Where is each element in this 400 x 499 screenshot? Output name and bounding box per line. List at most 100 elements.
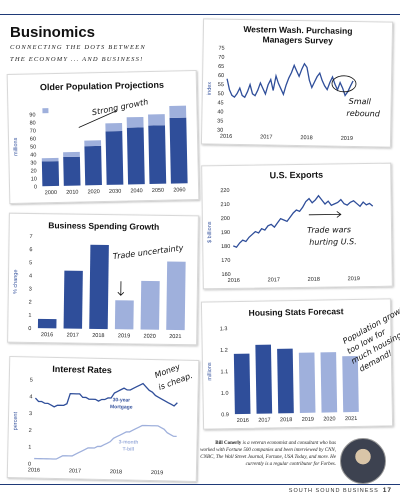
x-tick-label: 2017	[268, 277, 280, 283]
y-tick-label: 3	[29, 411, 32, 417]
y-tick-label: 60	[30, 136, 36, 142]
y-tick-label: 2	[29, 428, 32, 434]
y-axis-label: millions	[13, 137, 19, 156]
x-tick-label: 2030	[109, 189, 121, 195]
y-tick-label: 30	[217, 128, 223, 134]
y-axis-label: index	[207, 82, 213, 96]
y-tick-label: 80	[30, 120, 36, 126]
y-tick-label: 5	[29, 260, 32, 266]
x-tick-label: 2060	[173, 187, 185, 193]
population-chart: Older Population Projections010203040506…	[13, 80, 188, 196]
x-tick-label: 2010	[66, 190, 78, 196]
tbill-label-line-1: 3-month	[119, 439, 139, 445]
author-bio-text: is a veteran economist and consultant wh…	[200, 441, 336, 467]
spending-chart-card: Business Spending Growth 0 1 2 3 4 5 6 7 % change…	[7, 212, 199, 346]
bar-85-plus	[41, 157, 59, 162]
bar-65-85	[169, 117, 188, 184]
tbill-label-line-2: T-bill	[122, 446, 134, 452]
y-tick-label: 1	[28, 313, 31, 319]
annotation-arrow	[308, 211, 342, 218]
bar-65-85	[41, 161, 60, 187]
legend-label-65-85: 65-85	[51, 118, 65, 124]
y-tick-label: 180	[221, 244, 230, 250]
y-tick-label: 60	[218, 73, 224, 79]
bar-65-85	[84, 145, 102, 186]
y-tick-label: 1	[28, 445, 31, 451]
y-tick-label: 4	[29, 273, 32, 279]
y-tick-label: 1.2	[220, 348, 228, 354]
x-tick-label: 2018	[110, 469, 122, 475]
legend-label-85-plus: 85+	[50, 108, 59, 114]
y-tick-label: 0	[28, 326, 31, 332]
y-tick-label: 160	[221, 272, 230, 278]
y-tick-label: 55	[218, 82, 224, 88]
y-tick-label: 200	[221, 216, 230, 222]
publication-name: SOUTH SOUND BUSINESS	[288, 488, 379, 494]
chart-title: Interest Rates	[52, 364, 112, 375]
bar-85-plus	[169, 105, 187, 119]
y-tick-label: 190	[221, 230, 230, 236]
bar	[298, 352, 316, 413]
x-tick-label: 2019	[341, 136, 353, 142]
tagline-line-1: CONNECTING THE DOTS BETWEEN	[10, 44, 146, 51]
y-tick-label: 1.0	[221, 391, 229, 397]
series-line	[233, 194, 374, 249]
x-tick-label: 2017	[67, 332, 79, 338]
mortgage-label-line-2: Mortgage	[110, 404, 133, 410]
annotation-line-2: rebound	[346, 109, 380, 119]
bar-65-85	[126, 127, 145, 185]
x-tick-label: 2000	[45, 190, 57, 196]
x-tick-label: 2020	[144, 334, 156, 340]
bar	[114, 300, 134, 330]
y-tick-label: 45	[217, 100, 223, 106]
page-footer: SOUTH SOUND BUSINESS 17	[289, 487, 392, 494]
bar	[89, 244, 109, 330]
x-tick-label: 2016	[220, 134, 232, 140]
bar	[37, 318, 57, 329]
x-tick-label: 2019	[118, 333, 130, 339]
y-tick-label: 0	[34, 184, 37, 190]
x-tick-label: 2018	[300, 135, 312, 141]
y-tick-label: 2	[29, 300, 32, 306]
x-tick-label: 2019	[151, 470, 163, 476]
chart-title-line-1: Western Wash. Purchasing	[243, 24, 352, 36]
y-tick-label: 90	[29, 112, 35, 118]
bar	[277, 348, 294, 414]
x-tick-label: 2020	[88, 189, 100, 195]
bar-65-85	[148, 125, 167, 185]
bar	[166, 261, 186, 331]
y-tick-label: 30	[30, 160, 36, 166]
chart-title: Housing Stats Forecast	[249, 306, 344, 318]
annotation-line-1: Small	[349, 97, 372, 106]
bar	[320, 352, 338, 413]
y-tick-label: 210	[220, 202, 229, 208]
x-tick-label: 2016	[41, 332, 53, 338]
y-tick-label: 0	[28, 461, 31, 467]
y-tick-label: 5	[30, 377, 33, 383]
y-tick-label: 0.9	[221, 412, 229, 418]
bar-65-85	[63, 156, 81, 186]
spending-chart: Business Spending Growth 0 1 2 3 4 5 6 7 % change…	[13, 220, 186, 340]
rates-chart-card: Interest Rates 0 1 2 3 4 5 percent 2016 2017 2018 2…	[6, 356, 200, 482]
chart-title: Business Spending Growth	[48, 220, 159, 232]
y-tick-label: 40	[30, 152, 36, 158]
x-tick-label: 2017	[260, 134, 272, 140]
bar	[233, 353, 251, 415]
bar-85-plus	[84, 140, 102, 147]
tagline-line-2: THE ECONOMY ... AND BUSINESS!	[10, 56, 144, 63]
y-tick-label: 65	[218, 64, 224, 70]
y-tick-label: 20	[31, 168, 37, 174]
top-rule	[0, 14, 400, 15]
x-tick-label: 2016	[228, 278, 240, 284]
y-tick-label: 3	[29, 287, 32, 293]
y-axis-label: percent	[13, 411, 19, 430]
author-avatar	[340, 438, 386, 484]
bar	[63, 270, 83, 329]
x-tick-label: 2050	[152, 188, 164, 194]
y-axis-label: % change	[13, 270, 19, 295]
x-tick-label: 2021	[345, 416, 357, 422]
y-tick-label: 10	[31, 176, 37, 182]
author-name: Bill Conerly	[215, 441, 242, 446]
x-tick-label: 2021	[169, 334, 181, 340]
